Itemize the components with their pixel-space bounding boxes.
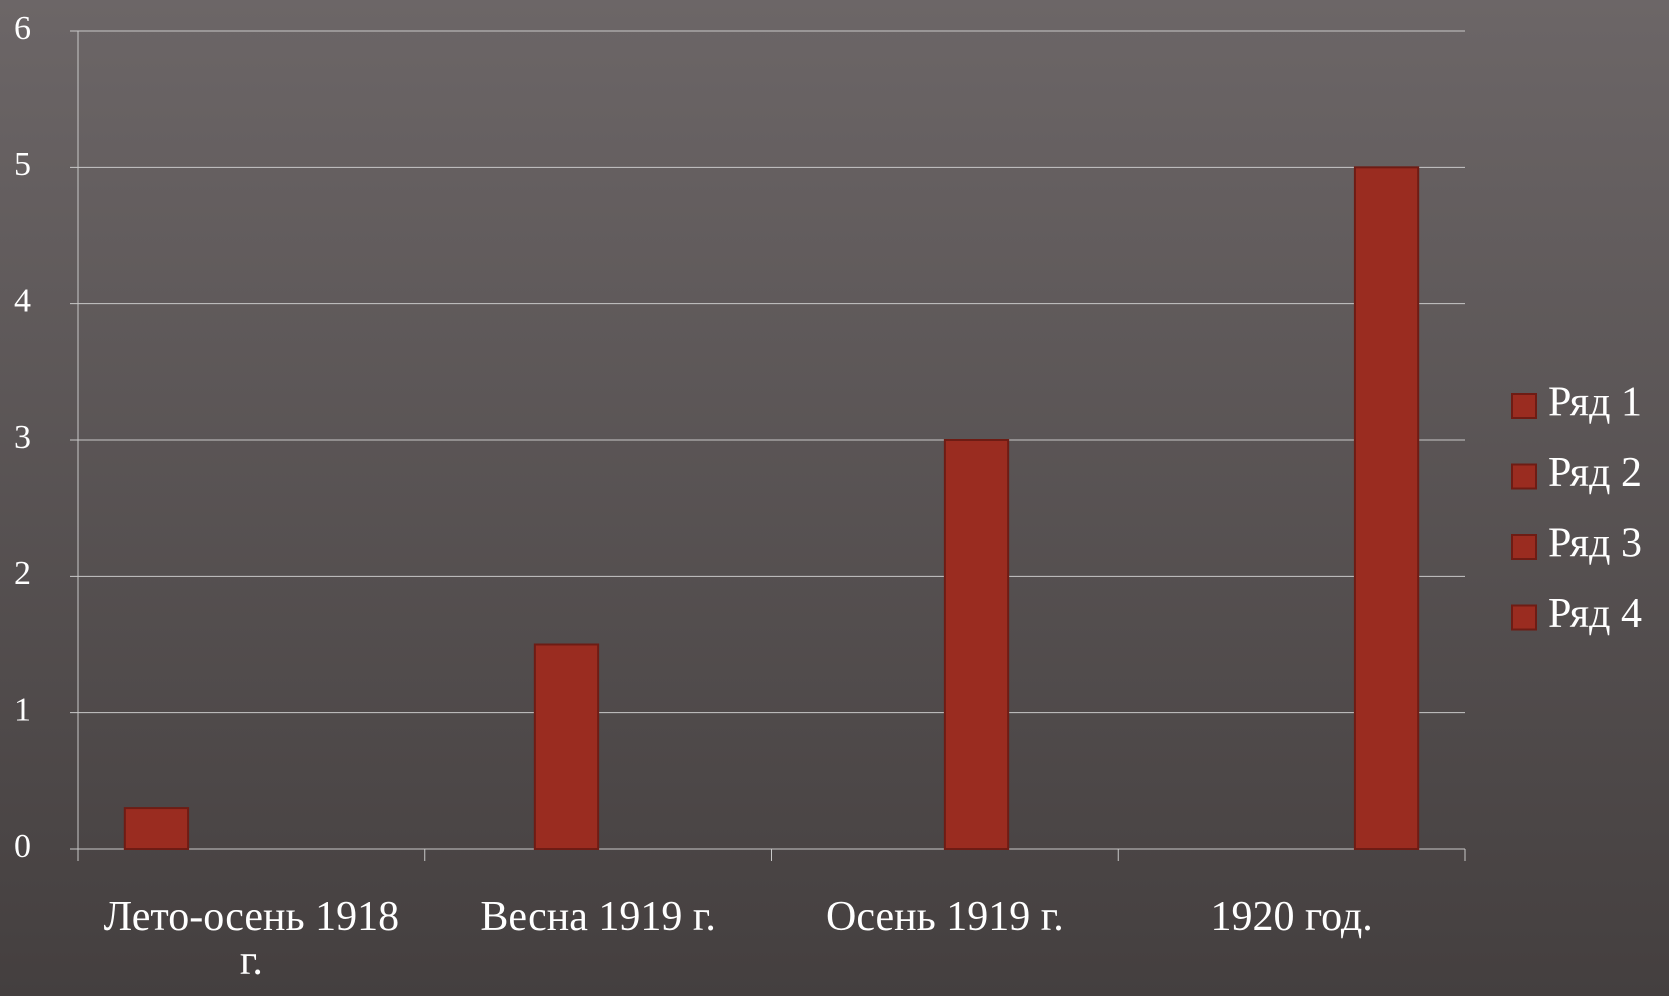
legend-marker — [1511, 393, 1537, 419]
bar — [943, 439, 1010, 850]
bar — [1353, 166, 1420, 851]
legend-label: Ряд 3 — [1548, 521, 1642, 567]
bar — [123, 807, 190, 850]
x-tick-label: Осень 1919 г. — [826, 894, 1064, 940]
legend-label: Ряд 2 — [1548, 450, 1642, 496]
y-tick-label: 4 — [14, 282, 31, 319]
y-tick-label: 1 — [14, 691, 31, 728]
legend-marker — [1511, 534, 1537, 560]
y-tick-label: 5 — [14, 146, 31, 183]
y-tick-label: 0 — [14, 828, 31, 865]
x-tick-label: 1920 год. — [1210, 894, 1373, 940]
bar — [533, 643, 600, 850]
x-tick-label: Лето-осень 1918 г. — [103, 894, 400, 984]
x-tick-label: Весна 1919 г. — [480, 894, 716, 940]
legend-label: Ряд 4 — [1548, 591, 1642, 637]
y-tick-label: 3 — [14, 419, 31, 456]
legend-marker — [1511, 463, 1537, 490]
legend-label: Ряд 1 — [1548, 380, 1642, 426]
y-tick-label: 6 — [14, 10, 31, 47]
legend-marker — [1511, 604, 1537, 631]
y-tick-label: 2 — [14, 555, 31, 592]
